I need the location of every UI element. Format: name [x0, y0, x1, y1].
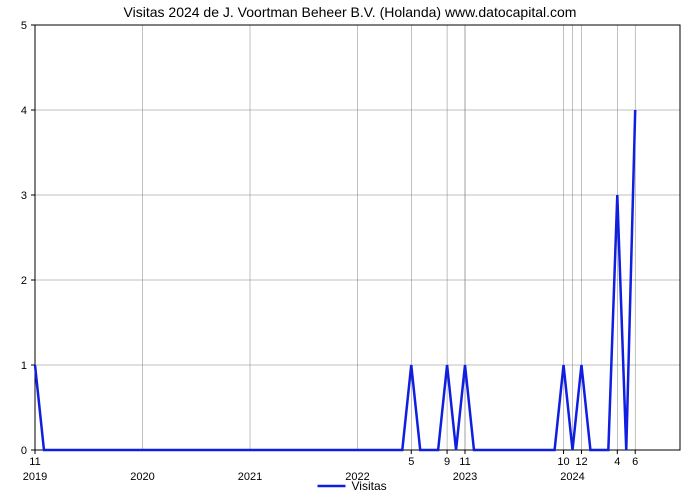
x-tick-year-label: 2019 — [23, 471, 47, 483]
y-tick-label: 5 — [21, 20, 27, 32]
x-tick-month-label: 9 — [444, 456, 450, 468]
y-tick-label: 0 — [21, 445, 27, 457]
y-tick-label: 3 — [21, 190, 27, 202]
x-tick-month-label: 5 — [408, 456, 414, 468]
x-tick-month-label: 6 — [632, 456, 638, 468]
x-tick-year-label: 2020 — [130, 471, 154, 483]
x-tick-month-label: 11 — [29, 456, 40, 468]
x-tick-month-label: 11 — [459, 456, 470, 468]
x-tick-month-label: 10 — [557, 456, 569, 468]
line-chart: 0123451159111012462019202020212022202320… — [0, 0, 700, 500]
x-tick-month-label: 12 — [575, 456, 587, 468]
y-tick-label: 4 — [21, 105, 27, 117]
legend-label: Visitas — [352, 479, 387, 493]
x-tick-year-label: 2023 — [453, 471, 477, 483]
y-tick-label: 2 — [21, 275, 27, 287]
x-tick-year-label: 2024 — [560, 471, 584, 483]
chart-container: Visitas 2024 de J. Voortman Beheer B.V. … — [0, 0, 700, 500]
x-tick-month-label: 4 — [614, 456, 620, 468]
y-tick-label: 1 — [21, 360, 27, 372]
chart-title: Visitas 2024 de J. Voortman Beheer B.V. … — [0, 4, 700, 20]
x-tick-year-label: 2021 — [238, 471, 262, 483]
